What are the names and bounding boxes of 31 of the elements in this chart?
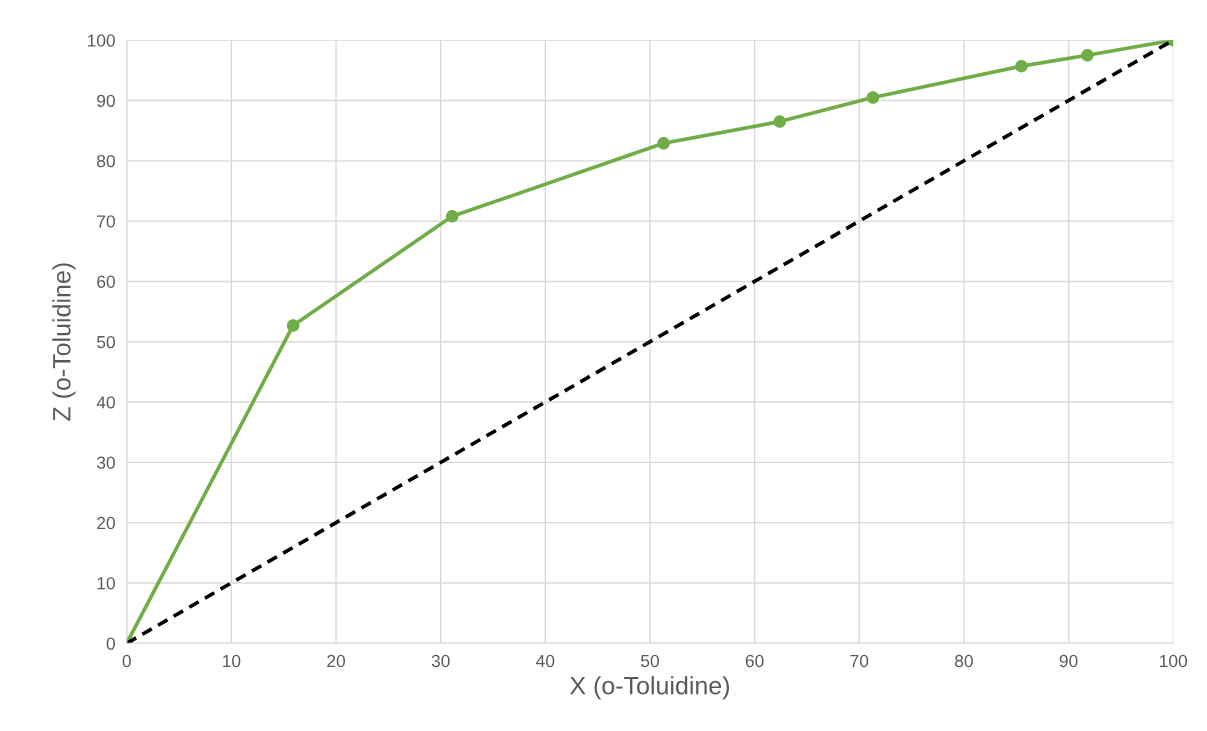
- x-tick-label: 30: [431, 654, 450, 668]
- y-tick-label: 10: [97, 577, 115, 590]
- point: [866, 91, 880, 104]
- y-tick-label: 0: [106, 637, 115, 650]
- y-tick-label: 50: [97, 335, 115, 349]
- point: [286, 319, 300, 332]
- point: [445, 210, 459, 223]
- y-tick-label: 40: [96, 396, 115, 409]
- y-tick-label: 60: [97, 275, 115, 288]
- x-tick-label: 20: [327, 654, 346, 668]
- point: [657, 137, 670, 150]
- y-tick-label: 20: [97, 516, 115, 530]
- y-axis-title: Z (o-Toluidine): [52, 263, 76, 421]
- y-tick-label: 70: [97, 215, 115, 228]
- x-tick-label: 50: [641, 654, 659, 668]
- point: [1015, 59, 1028, 73]
- x-axis-title: X (o-Toluidine): [569, 676, 730, 700]
- x-tick-label: 100: [1160, 654, 1188, 668]
- x-tick-label: 80: [955, 654, 973, 668]
- point: [773, 115, 786, 128]
- x-tick-label: 40: [536, 654, 555, 668]
- point: [1081, 49, 1094, 62]
- x-tick-label: 10: [223, 654, 241, 668]
- x-tick-label: 60: [745, 654, 764, 668]
- y-tick-label: 30: [96, 456, 115, 469]
- x-tick-label: 0: [122, 654, 131, 668]
- x-tick-label: 90: [1059, 654, 1078, 668]
- y-tick-label: 90: [97, 94, 115, 107]
- y-tick-label: 80: [97, 154, 115, 168]
- y-tick-label: 100: [87, 34, 115, 47]
- x-tick-label: 70: [850, 654, 869, 668]
